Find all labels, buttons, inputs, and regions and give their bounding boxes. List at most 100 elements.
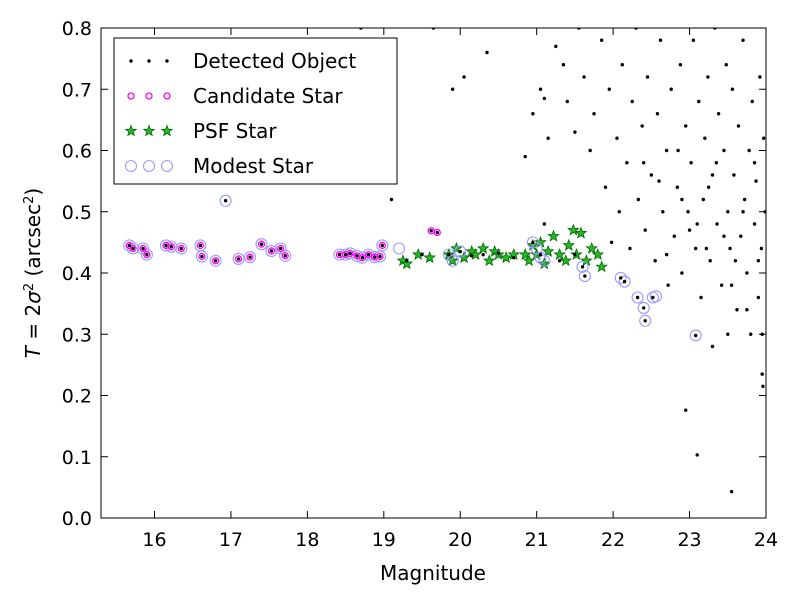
y-tick-label: 0.7 <box>62 79 92 101</box>
detected-object-point <box>736 124 741 128</box>
detected-object-point <box>538 252 543 257</box>
detected-object-point <box>462 75 466 79</box>
x-tick-label: 22 <box>601 529 625 551</box>
detected-object-point <box>145 252 149 257</box>
detected-object-point <box>680 197 684 202</box>
y-tick-label: 0.4 <box>62 263 92 285</box>
detected-object-series <box>127 28 766 494</box>
detected-object-point <box>658 38 663 42</box>
modest-star-point <box>393 242 406 255</box>
x-axis-label: Magnitude <box>380 561 486 585</box>
modest-star-point <box>376 239 389 252</box>
modest-star-point <box>631 291 644 304</box>
candidate-star-point <box>276 244 285 253</box>
detected-object-point <box>603 185 608 189</box>
detected-object-point <box>372 255 377 259</box>
modest-star-point <box>639 314 652 327</box>
detected-object-point <box>573 130 577 134</box>
detected-object-point <box>701 197 706 202</box>
modest-star-point <box>265 244 278 257</box>
detected-object-point <box>429 229 433 233</box>
detected-object-point <box>691 38 696 42</box>
detected-object-point <box>450 87 455 91</box>
detected-object-point <box>481 252 485 257</box>
modest-star-point <box>209 254 222 267</box>
detected-object-point <box>378 254 382 259</box>
detected-object-point <box>703 136 707 140</box>
detected-object-point <box>458 249 462 254</box>
modest-star-point <box>175 242 188 255</box>
candidate-star-point <box>143 250 151 259</box>
detected-object-point <box>538 87 543 91</box>
detected-object-point <box>447 252 451 257</box>
detected-object-point <box>592 112 596 116</box>
y-tick-label: 0.8 <box>62 18 92 40</box>
detected-object-point <box>599 38 604 42</box>
detected-object-point <box>664 148 669 153</box>
candidate-star-point <box>196 241 205 250</box>
detected-object-point <box>248 255 252 259</box>
detected-object-point <box>657 179 661 183</box>
detected-object-point <box>655 112 660 116</box>
detected-object-point <box>739 234 743 238</box>
detected-object-point <box>531 240 535 245</box>
legend-box <box>113 37 398 185</box>
detected-object-point <box>756 295 761 300</box>
modest-star-point <box>578 270 591 283</box>
psf-star-point <box>423 251 437 264</box>
candidate-star-point <box>364 250 373 259</box>
detected-object-point <box>200 254 204 259</box>
detected-object-point <box>724 63 728 67</box>
detected-object-point <box>620 63 624 67</box>
detected-object-point <box>722 234 726 238</box>
detected-object-point <box>512 255 516 260</box>
modest-star-point <box>689 329 702 342</box>
detected-object-point <box>729 283 734 287</box>
detected-object-point <box>651 295 655 300</box>
detected-object-point <box>730 87 735 91</box>
candidate-star-point <box>198 252 206 261</box>
legend-marker-psf-star <box>124 124 138 137</box>
x-tick-label: 20 <box>448 529 472 551</box>
detected-object-point <box>687 228 692 232</box>
detected-object-point <box>752 161 757 165</box>
psf-star-point <box>457 251 471 264</box>
legend-label-psf-star: PSF Star <box>193 119 277 143</box>
candidate-star-point <box>234 255 243 263</box>
psf-star-point <box>585 241 599 254</box>
legend-label-modest-star: Modest Star <box>193 154 314 178</box>
candidate-star-point <box>246 253 254 261</box>
modest-star-point <box>526 236 539 249</box>
detected-object-point <box>542 222 547 226</box>
detected-object-point <box>693 333 698 338</box>
detected-object-point <box>684 408 688 412</box>
legend-item-candidate-star: Candidate Star <box>127 84 343 108</box>
psf-star-point <box>499 251 513 264</box>
detected-object-point <box>762 136 766 140</box>
detected-object-point <box>640 124 644 128</box>
psf-star-point <box>559 254 573 267</box>
detected-object-point <box>754 179 758 183</box>
detected-object-point <box>666 283 670 287</box>
y-tick-label: 0.6 <box>62 141 92 163</box>
detected-object-point <box>523 154 527 159</box>
detected-object-point <box>259 242 264 246</box>
detected-object-point <box>726 210 730 214</box>
detected-object-point <box>708 259 712 263</box>
detected-object-point <box>278 246 283 251</box>
psf-star-point <box>469 247 482 260</box>
y-axis-label: T = 2σ2 (arcsec2) <box>21 188 45 358</box>
modest-star-point <box>618 275 631 288</box>
detected-object-point <box>642 161 646 165</box>
detected-object-point <box>269 249 274 253</box>
detected-object-point <box>141 246 145 251</box>
detected-object-point <box>732 173 736 177</box>
detected-object-point <box>607 87 612 91</box>
detected-object-point <box>741 210 745 214</box>
psf-star-point <box>591 247 605 260</box>
x-tick-label: 18 <box>295 529 319 551</box>
detected-object-point <box>213 259 218 263</box>
detected-object-point <box>699 295 703 300</box>
candidate-star-point <box>358 254 367 262</box>
detected-object-point <box>758 75 762 79</box>
